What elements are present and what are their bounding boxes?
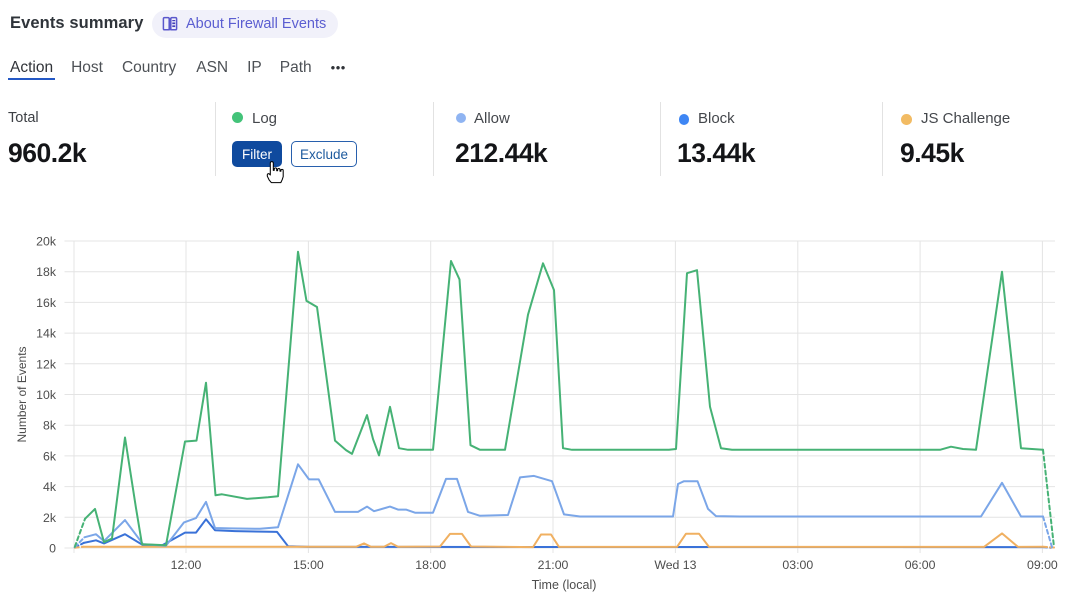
svg-text:18:00: 18:00: [415, 558, 446, 572]
svg-text:16k: 16k: [36, 296, 57, 310]
svg-text:12:00: 12:00: [171, 558, 202, 572]
svg-text:18k: 18k: [36, 265, 57, 279]
svg-text:06:00: 06:00: [905, 558, 936, 572]
svg-text:2k: 2k: [43, 511, 57, 525]
svg-text:03:00: 03:00: [782, 558, 813, 572]
svg-text:14k: 14k: [36, 327, 57, 341]
svg-text:21:00: 21:00: [538, 558, 569, 572]
svg-text:09:00: 09:00: [1027, 558, 1058, 572]
svg-text:Wed 13: Wed 13: [654, 558, 696, 572]
svg-text:10k: 10k: [36, 388, 57, 402]
svg-text:12k: 12k: [36, 357, 57, 371]
svg-text:20k: 20k: [36, 235, 57, 249]
svg-text:4k: 4k: [43, 480, 57, 494]
svg-text:8k: 8k: [43, 419, 57, 433]
svg-text:6k: 6k: [43, 449, 57, 463]
svg-text:Number of Events: Number of Events: [15, 346, 29, 442]
svg-text:Time (local): Time (local): [532, 578, 597, 592]
svg-text:0: 0: [49, 542, 56, 556]
svg-text:15:00: 15:00: [293, 558, 324, 572]
